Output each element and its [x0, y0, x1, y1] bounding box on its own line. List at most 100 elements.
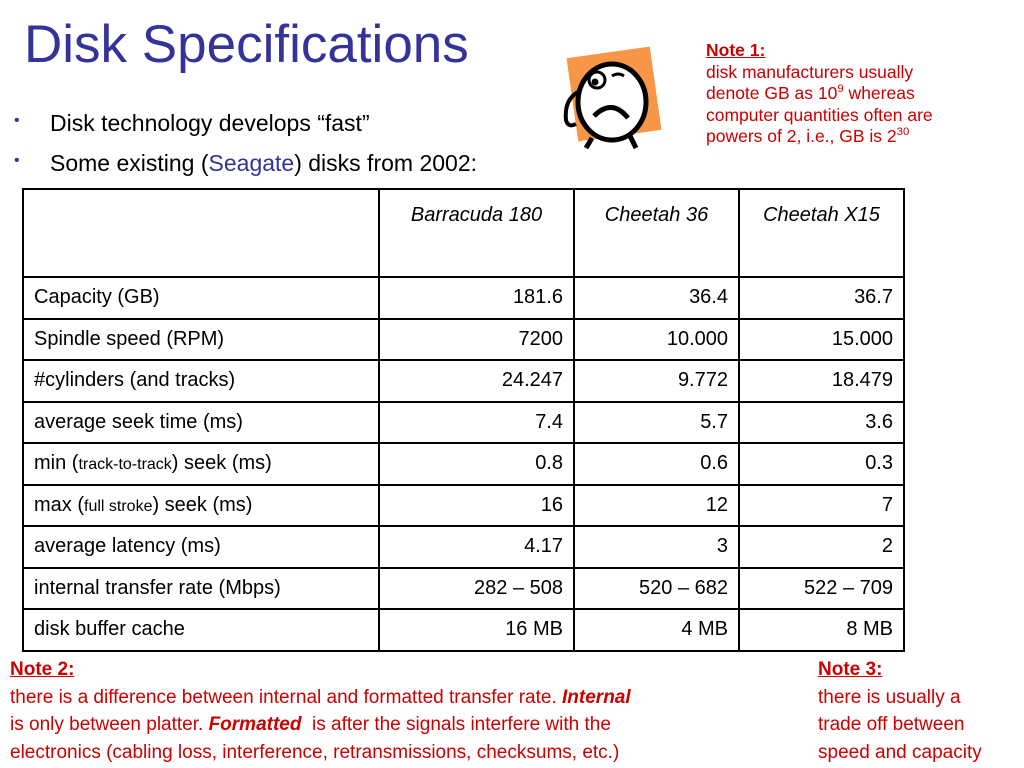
- cell: 2: [738, 525, 905, 569]
- cell: 15.000: [738, 317, 905, 361]
- note: Note 3: there is usually a trade off bet…: [818, 656, 982, 766]
- cell-text: 16 MB: [505, 618, 563, 641]
- bullet: Some existing (Seagate) disks from 2002:: [12, 150, 477, 190]
- note-text: powers of 2, i.e., GB is 2: [706, 126, 897, 146]
- row-label: max (full stroke) seek (ms): [22, 483, 380, 527]
- spec-table: Barracuda 180 Cheetah 36 Cheetah X15 Capaci…: [22, 188, 905, 652]
- cell: 4 MB: [573, 608, 740, 652]
- cell-text: 9.772: [677, 369, 728, 392]
- cell-text: 16: [540, 493, 563, 516]
- cell-text: 4.17: [524, 535, 563, 558]
- cell: 7: [738, 483, 905, 527]
- cell: 8 MB: [738, 608, 905, 652]
- cell: 0.8: [378, 442, 575, 486]
- cell-text: 0.3: [865, 452, 893, 475]
- cell: 36.7: [738, 276, 905, 320]
- cell-text: 36.7: [854, 286, 893, 309]
- header-cell: [22, 188, 380, 278]
- cell-text: 4 MB: [681, 618, 728, 641]
- label-text: internal transfer rate (Mbps): [34, 576, 281, 599]
- label-text: ) seek (ms): [152, 493, 253, 516]
- label-text: Capacity (GB): [34, 286, 160, 309]
- cell: 181.6: [378, 276, 575, 320]
- cell: 16 MB: [378, 608, 575, 652]
- cell-text: 15.000: [831, 327, 893, 350]
- note-text: disk manufacturers usually: [706, 61, 914, 82]
- cell: 36.4: [573, 276, 740, 320]
- cell: 3.6: [738, 400, 905, 444]
- bullet-text: Some existing (: [50, 150, 209, 176]
- label-text: ) seek (ms): [171, 452, 272, 475]
- cell-text: 3.6: [865, 410, 893, 433]
- cell: 16: [378, 483, 575, 527]
- note-text: trade off between: [818, 714, 965, 735]
- row-label: Capacity (GB): [22, 276, 380, 320]
- cell-text: 0.8: [535, 452, 563, 475]
- note-line: computer quantities often are: [706, 105, 933, 127]
- cell-text: 520 – 682: [639, 576, 728, 599]
- cell: 522 – 709: [738, 566, 905, 610]
- label-text: min (: [34, 452, 79, 475]
- cell: 282 – 508: [378, 566, 575, 610]
- label-text: full stroke: [84, 497, 153, 515]
- row-label: average seek time (ms): [22, 400, 380, 444]
- cell-text: 7.4: [535, 410, 563, 433]
- emphasis: Internal: [562, 686, 631, 708]
- cell-text: 7: [881, 493, 893, 516]
- row-label: internal transfer rate (Mbps): [22, 566, 380, 610]
- note-text: whereas: [843, 83, 915, 103]
- note-line: powers of 2, i.e., GB is 230: [706, 126, 933, 148]
- note-heading: Note 3:: [818, 659, 883, 680]
- note-line: there is a difference between internal a…: [10, 684, 631, 712]
- note: Note 1: disk manufacturers usually denot…: [706, 40, 933, 148]
- note-text: speed and capacity: [818, 741, 982, 763]
- note-heading: Note 2:: [10, 659, 75, 680]
- cell: 0.6: [573, 442, 740, 486]
- cell-text: 522 – 709: [804, 576, 893, 599]
- slide-title: Disk Specifications: [24, 15, 469, 74]
- header-text: Cheetah 36: [604, 204, 709, 226]
- table-row: #cylinders (and tracks) 24.247 9.772 18.479: [22, 359, 905, 403]
- note-text: computer quantities often are: [706, 104, 933, 125]
- face-icon: [563, 46, 662, 150]
- cell-text: 0.6: [700, 452, 728, 475]
- cell-text: 18.479: [831, 369, 893, 392]
- note-text: there is usually a: [818, 686, 961, 708]
- row-label: average latency (ms): [22, 525, 380, 569]
- table-row: min (track-to-track) seek (ms) 0.8 0.6 0.3: [22, 442, 905, 486]
- cell: 4.17: [378, 525, 575, 569]
- note-line: electronics (cabling loss, interference,…: [10, 739, 631, 767]
- table-row: Spindle speed (RPM) 7200 10.000 15.000: [22, 317, 905, 361]
- note-heading: Note 1:: [706, 40, 766, 60]
- row-label: #cylinders (and tracks): [22, 359, 380, 403]
- label-text: average latency (ms): [34, 535, 221, 558]
- cell: 5.7: [573, 400, 740, 444]
- cell-text: 2: [881, 535, 893, 558]
- header-text: Barracuda 180: [410, 204, 543, 226]
- table-row: average latency (ms) 4.17 3 2: [22, 525, 905, 569]
- label-text: #cylinders (and tracks): [34, 369, 236, 392]
- note-text: is only between platter.: [10, 714, 209, 735]
- header-cell: Cheetah X15: [738, 188, 905, 278]
- table-row: Capacity (GB) 181.6 36.4 36.7: [22, 276, 905, 320]
- cell: 9.772: [573, 359, 740, 403]
- cell: 520 – 682: [573, 566, 740, 610]
- note: Note 2: there is a difference between in…: [10, 656, 631, 766]
- cell: 24.247: [378, 359, 575, 403]
- note-text: is after the signals interfere with the: [301, 714, 611, 735]
- cell: 12: [573, 483, 740, 527]
- row-label: Spindle speed (RPM): [22, 317, 380, 361]
- bullet-text: ) disks from 2002:: [294, 150, 478, 176]
- table-row: max (full stroke) seek (ms) 16 12 7: [22, 483, 905, 527]
- note-line: trade off between: [818, 711, 982, 739]
- table-row: average seek time (ms) 7.4 5.7 3.6: [22, 400, 905, 444]
- header-row: Barracuda 180 Cheetah 36 Cheetah X15: [22, 188, 905, 278]
- label-text: max (: [34, 493, 84, 516]
- cell: 7.4: [378, 400, 575, 444]
- cell-text: 36.4: [689, 286, 728, 309]
- cell-text: 282 – 508: [474, 576, 563, 599]
- bullet-list: Disk technology develops “fast” Some exi…: [12, 110, 477, 190]
- bullet-text: Disk technology develops “fast”: [50, 110, 370, 136]
- cell: 18.479: [738, 359, 905, 403]
- row-label: disk buffer cache: [22, 608, 380, 652]
